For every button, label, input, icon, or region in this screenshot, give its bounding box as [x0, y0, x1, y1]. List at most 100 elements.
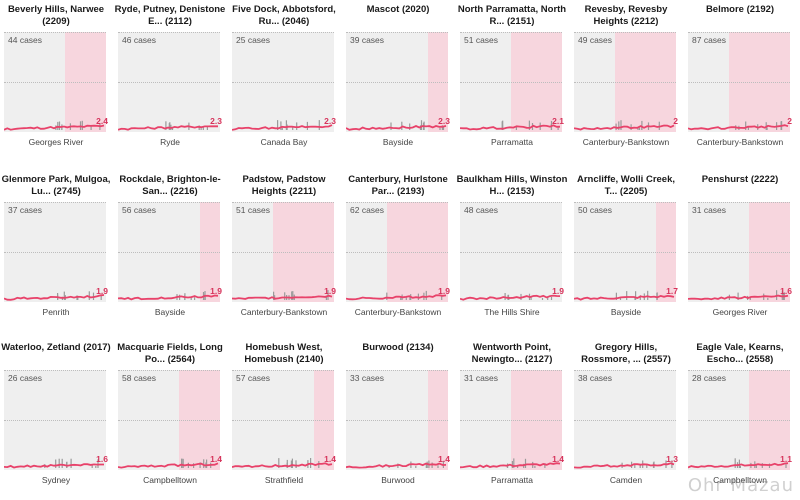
series-line [460, 294, 561, 301]
lga-label: Parramatta [490, 137, 534, 147]
daily-case-bar [420, 120, 423, 130]
panel-line-chart [574, 460, 675, 469]
chart-panel: North Parramatta, North R... (2151) 51 ca… [456, 2, 568, 162]
panel-title: Homebush West, Homebush (2140) [244, 342, 324, 365]
gridline [688, 32, 790, 33]
daily-case-bar [615, 292, 617, 300]
daily-case-bar [273, 291, 275, 300]
series-line [346, 125, 447, 131]
panel-line-chart [346, 460, 447, 469]
latest-value-label: 1.9 [438, 286, 450, 296]
daily-case-bar [292, 291, 294, 300]
series-line [688, 124, 789, 131]
daily-case-bar [91, 464, 93, 468]
chart-panel: Penshurst (2222) 31 cases 1.6 Georges River [684, 172, 796, 332]
daily-case-bar [541, 297, 544, 300]
panel-plot-area: 58 cases [118, 370, 220, 470]
daily-case-bar [425, 463, 427, 468]
gridline [118, 252, 220, 253]
series-line [346, 462, 447, 469]
gridline [232, 370, 334, 371]
daily-case-bar [639, 464, 641, 468]
daily-case-bar [199, 462, 201, 468]
gridline [118, 202, 220, 203]
panel-plot-area: 56 cases [118, 202, 220, 302]
gridline [574, 82, 676, 83]
daily-case-bar [513, 458, 515, 468]
daily-case-bar [58, 458, 60, 468]
daily-case-bar [524, 458, 527, 468]
daily-case-bar [441, 295, 443, 300]
panel-line-chart [118, 291, 219, 301]
lga-label: Penrith [42, 307, 70, 317]
cases-label: 87 cases [692, 35, 727, 45]
cases-label: 51 cases [236, 205, 271, 215]
daily-case-bar [437, 465, 439, 468]
daily-case-bar [55, 459, 57, 468]
daily-case-bar [290, 460, 292, 468]
panel-title: Glenmore Park, Mulgoa, Lu... (2745) [1, 174, 111, 197]
panel-line-chart [688, 458, 789, 469]
panel-title: Waterloo, Zetland (2017) [1, 342, 111, 353]
daily-case-bar [386, 292, 388, 300]
daily-case-bar [181, 458, 183, 468]
daily-case-bar [81, 120, 83, 130]
panel-line-chart [232, 120, 333, 131]
gridline [346, 32, 448, 33]
gridline [688, 202, 790, 203]
daily-case-bar [165, 121, 167, 130]
series-line [4, 124, 105, 131]
daily-case-bar [530, 296, 532, 300]
chart-panel: Glenmore Park, Mulgoa, Lu... (2745) 37 ca… [0, 172, 112, 332]
daily-case-bar [284, 292, 286, 300]
chart-panel: Eagle Vale, Kearns, Escho... (2558) 28 ca… [684, 340, 796, 500]
panel-plot-area: 25 cases [232, 32, 334, 132]
cases-label: 44 cases [8, 35, 43, 45]
daily-case-bar [441, 125, 443, 130]
latest-value-label: 2.4 [96, 116, 108, 126]
latest-value-label: 1.6 [96, 454, 108, 464]
panel-line-chart [232, 290, 333, 300]
panel-line-chart [688, 290, 789, 301]
series-line [118, 462, 219, 469]
daily-case-bar [647, 290, 649, 300]
chart-panel: Rockdale, Brighton-le-San... (2216) 56 ca… [114, 172, 226, 332]
latest-value-label: 1.6 [780, 286, 792, 296]
daily-case-bar [318, 120, 320, 130]
daily-case-bar [439, 127, 441, 130]
cases-label: 58 cases [122, 373, 157, 383]
daily-case-bar [738, 459, 740, 468]
lga-label: Georges River [28, 137, 84, 147]
lga-label: Canterbury-Bankstown [696, 137, 784, 147]
panel-title: Mascot (2020) [366, 4, 430, 15]
daily-case-bar [747, 127, 749, 130]
gridline [346, 370, 448, 371]
lga-label: Sydney [41, 475, 71, 485]
lga-label: Georges River [712, 307, 768, 317]
daily-case-bar [639, 295, 641, 300]
gridline [688, 252, 790, 253]
cases-label: 48 cases [464, 205, 499, 215]
latest-value-label: 1.9 [324, 286, 336, 296]
gridline [688, 420, 790, 421]
cases-label: 39 cases [350, 35, 385, 45]
gridline [574, 252, 676, 253]
panel-line-chart [118, 121, 218, 131]
latest-value-label: 1.1 [780, 454, 792, 464]
daily-case-bar [277, 120, 279, 130]
lga-label: Canada Bay [260, 137, 308, 147]
daily-case-bar [70, 458, 72, 468]
cases-label: 51 cases [464, 35, 499, 45]
daily-case-bar [202, 126, 204, 130]
latest-value-label: 1.4 [552, 454, 564, 464]
gridline [460, 202, 562, 203]
gridline [460, 32, 562, 33]
latest-value-label: 2.3 [438, 116, 450, 126]
gridline [460, 252, 562, 253]
cases-label: 28 cases [692, 373, 727, 383]
daily-case-bar [550, 297, 553, 300]
lga-label: Burwood [381, 475, 415, 485]
daily-case-bar [95, 465, 97, 468]
cases-label: 31 cases [464, 373, 499, 383]
daily-case-bar [547, 296, 549, 300]
